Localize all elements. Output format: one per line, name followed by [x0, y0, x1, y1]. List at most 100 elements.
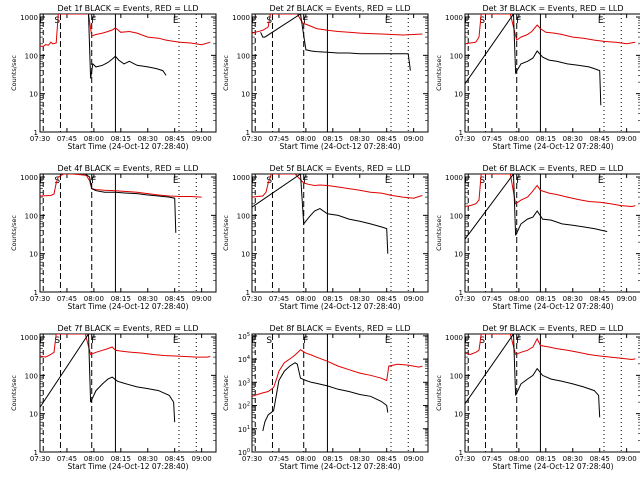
detector-panel: Det 9f BLACK = Events, RED = LLD 07:30 07:…: [435, 324, 640, 471]
region-marker-label: E: [251, 16, 257, 26]
plot-frame: [464, 13, 640, 133]
detector-panel: Det 3f BLACK = Events, RED = LLD 07:30 07:…: [435, 4, 640, 151]
y-axis-label: Counts/sec: [10, 55, 18, 91]
series-group: [40, 334, 211, 423]
region-marker-label: E: [251, 176, 257, 186]
y-tick-label: 1: [34, 129, 38, 137]
y-tick-label: 10: [29, 411, 38, 419]
panel-title: Det 3f BLACK = Events, RED = LLD: [482, 4, 623, 13]
x-tick-label: 07:45: [269, 295, 289, 303]
events-series-line: [40, 334, 176, 423]
events-series-line: [262, 362, 389, 432]
x-tick-label: 09:00: [617, 455, 637, 463]
region-marker-label: F: [303, 336, 308, 346]
plot-frame: [251, 333, 429, 453]
region-marker-label: F: [516, 16, 521, 26]
events-series-line: [88, 14, 167, 79]
series-group: [252, 14, 423, 71]
y-tick-label: 102: [238, 402, 250, 411]
region-marker-label: E: [39, 16, 45, 26]
region-marker-label: E: [598, 16, 604, 26]
region-marker-label: S: [479, 16, 485, 26]
x-tick-label: 09:00: [617, 295, 637, 303]
y-tick-label: 100: [25, 52, 38, 60]
region-marker-label: S: [479, 176, 485, 186]
x-tick-label: 08:45: [165, 295, 185, 303]
y-tick-label: 101: [238, 425, 250, 434]
x-tick-label: 08:45: [377, 455, 397, 463]
x-tick-label: 07:45: [57, 455, 77, 463]
y-tick-label: 100: [25, 372, 38, 380]
y-axis-label: Counts/sec: [435, 375, 443, 411]
y-axis-label: Counts/sec: [10, 375, 18, 411]
y-axis-label: Counts/sec: [222, 55, 230, 91]
x-tick-label: 08:15: [536, 455, 556, 463]
lld-series-line: [252, 14, 423, 36]
y-tick-label: 100: [237, 52, 250, 60]
region-marker-label: F: [91, 16, 96, 26]
x-tick-label: 09:00: [404, 455, 424, 463]
panel-title: Det 2f BLACK = Events, RED = LLD: [269, 4, 410, 13]
lld-series-line: [252, 349, 423, 397]
y-tick-label: 1: [246, 289, 250, 297]
y-tick-label: 100: [450, 372, 463, 380]
region-marker-label: S: [54, 336, 60, 346]
region-marker-label: E: [385, 16, 391, 26]
y-tick-label: 100: [237, 212, 250, 220]
y-tick-label: 100: [238, 448, 250, 457]
events-series-line: [465, 174, 608, 240]
region-marker-label: E: [39, 336, 45, 346]
events-series-line: [465, 334, 601, 418]
y-tick-label: 1: [34, 449, 38, 457]
x-tick-label: 07:30: [30, 135, 50, 143]
x-tick-label: 07:45: [269, 455, 289, 463]
region-marker-label: E: [464, 16, 470, 26]
lld-series-line: [252, 174, 423, 199]
x-tick-label: 07:30: [242, 455, 262, 463]
panel-title: Det 8f BLACK = Events, RED = LLD: [269, 324, 410, 333]
y-tick-label: 10: [241, 91, 250, 99]
plot-frame: [464, 173, 640, 293]
x-tick-label: 09:00: [404, 295, 424, 303]
x-axis-label: Start Time (24-Oct-12 07:28:40): [492, 142, 613, 151]
x-tick-label: 08:15: [323, 295, 343, 303]
region-marker-label: S: [479, 336, 485, 346]
x-tick-label: 08:45: [590, 455, 610, 463]
x-tick-label: 08:00: [509, 295, 529, 303]
x-tick-label: 08:30: [138, 135, 158, 143]
region-marker-label: F: [303, 16, 308, 26]
lld-series-line: [465, 174, 636, 208]
y-tick-label: 100: [450, 52, 463, 60]
series-group: [40, 174, 202, 233]
region-marker-label: F: [303, 176, 308, 186]
x-tick-label: 08:00: [509, 455, 529, 463]
y-tick-label: 1000: [445, 174, 463, 182]
y-tick-label: 1000: [232, 174, 250, 182]
x-tick-label: 07:45: [57, 295, 77, 303]
y-tick-label: 1000: [445, 14, 463, 22]
x-tick-label: 07:30: [242, 295, 262, 303]
lld-series-line: [40, 14, 211, 48]
y-axis-label: Counts/sec: [222, 375, 230, 411]
series-group: [465, 334, 636, 418]
x-axis-label: Start Time (24-Oct-12 07:28:40): [67, 462, 188, 471]
events-series-line: [260, 14, 411, 71]
detector-panel: Det 1f BLACK = Events, RED = LLD 07:30 07:…: [10, 4, 217, 151]
x-tick-label: 08:00: [509, 135, 529, 143]
panel-title: Det 6f BLACK = Events, RED = LLD: [482, 164, 623, 173]
x-tick-label: 08:45: [377, 295, 397, 303]
region-marker-label: E: [385, 176, 391, 186]
x-tick-label: 08:45: [590, 295, 610, 303]
panel-title: Det 1f BLACK = Events, RED = LLD: [57, 4, 198, 13]
x-axis-label: Start Time (24-Oct-12 07:28:40): [279, 302, 400, 311]
x-axis-label: Start Time (24-Oct-12 07:28:40): [492, 302, 613, 311]
y-tick-label: 1000: [20, 174, 38, 182]
events-series-line: [85, 174, 177, 233]
x-tick-label: 08:30: [350, 295, 370, 303]
x-tick-label: 08:30: [138, 455, 158, 463]
y-tick-label: 1000: [20, 14, 38, 22]
series-group: [465, 14, 636, 106]
x-tick-label: 08:00: [84, 135, 104, 143]
detector-panel: Det 6f BLACK = Events, RED = LLD 07:30 07:…: [435, 164, 640, 311]
y-tick-label: 1000: [20, 334, 38, 342]
